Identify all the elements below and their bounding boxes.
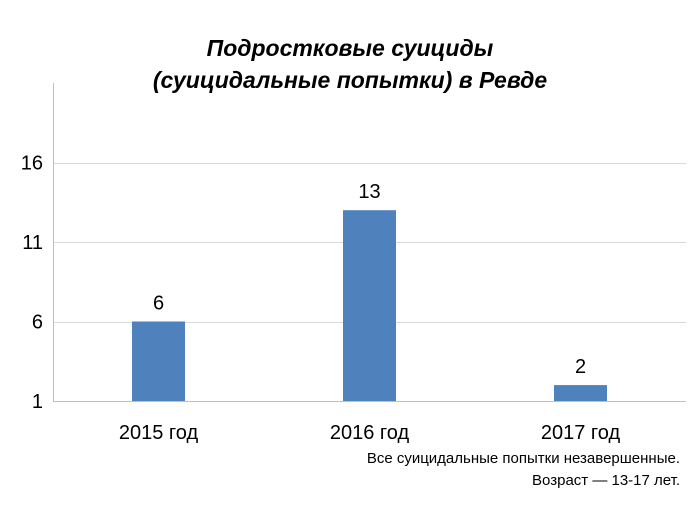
data-labels: 6 13 2 — [153, 181, 586, 378]
bar — [343, 210, 396, 401]
bars — [132, 210, 607, 401]
data-label: 6 — [153, 293, 164, 315]
y-tick-label: 16 — [21, 153, 43, 175]
x-tick-label: 2015 год — [119, 422, 199, 444]
y-tick-label: 1 — [32, 391, 43, 413]
chart-title: Подростковые суициды (суицидальные попыт… — [0, 32, 700, 96]
x-tick-label: 2017 год — [541, 422, 621, 444]
footnote-line1: Все суицидальные попытки незавершенные. — [366, 450, 680, 467]
data-label: 2 — [575, 356, 586, 378]
x-tick-labels: 2015 год 2016 год 2017 год — [119, 422, 621, 444]
bar — [132, 321, 185, 401]
x-tick-label: 2016 год — [330, 422, 410, 444]
footnote: Все суицидальные попытки незавершенные. … — [367, 448, 680, 492]
chart-title-line2: (суицидальные попытки) в Ревде — [152, 67, 548, 93]
data-label: 13 — [358, 181, 380, 203]
y-tick-label: 11 — [22, 232, 43, 254]
bar — [554, 385, 607, 401]
chart-title-line1: Подростковые суициды — [206, 35, 494, 61]
footnote-line2: Возраст — 13-17 лет. — [532, 472, 680, 489]
y-tick-label: 6 — [32, 312, 43, 334]
